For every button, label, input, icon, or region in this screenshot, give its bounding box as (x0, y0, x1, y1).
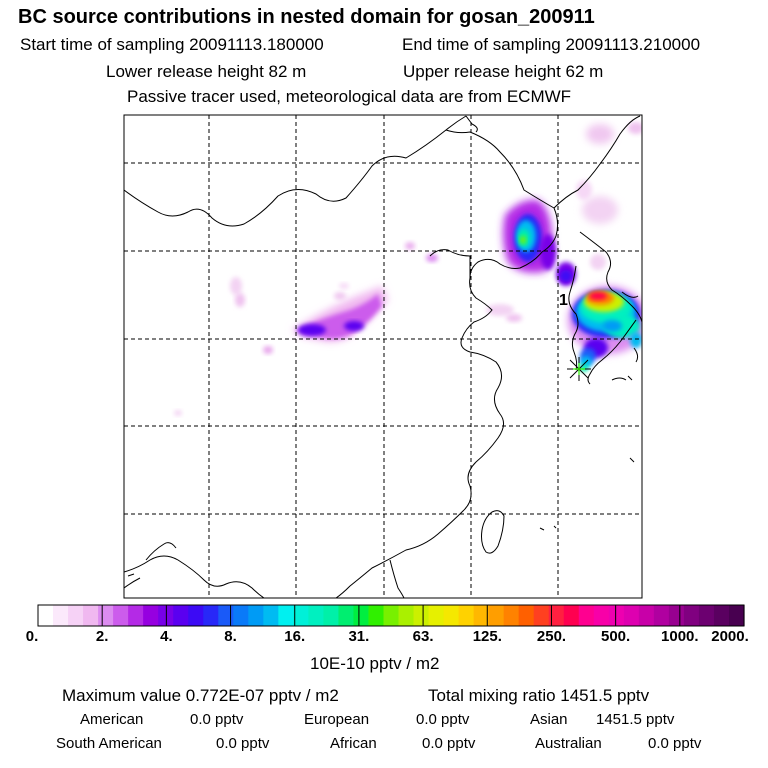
australian-label: Australian (535, 735, 602, 752)
colorbar-cell (143, 605, 159, 626)
colorbar-cell (683, 605, 700, 626)
colorbar-tick-label: 125. (472, 628, 502, 645)
colorbar-cell (323, 605, 340, 626)
colorbar-tick-label: 500. (600, 628, 631, 645)
lower-release-height: Lower release height 82 m (106, 62, 307, 81)
maximum-value: Maximum value 0.772E-07 pptv / m2 (62, 686, 339, 705)
colorbar-cell (173, 605, 189, 626)
end-time: End time of sampling 20091113.210000 (402, 35, 701, 54)
colorbar-cell (263, 605, 279, 626)
colorbar-cell (398, 605, 415, 626)
colorbar-cell (203, 605, 219, 626)
european-label: European (304, 711, 370, 728)
colorbar-cell (338, 605, 355, 626)
colorbar-cell (353, 605, 370, 626)
colorbar-tick-label: 8. (224, 628, 237, 645)
colorbar-cell (278, 605, 294, 626)
european-value: 0.0 pptv (416, 711, 470, 728)
colorbar-tick-label: 31. (348, 628, 370, 645)
colorbar-unit: 10E-10 pptv / m2 (310, 654, 440, 673)
colorbar-cell (593, 605, 610, 626)
colorbar-cell (293, 605, 309, 626)
colorbar-cell (68, 605, 84, 626)
colorbar-tick-label: 16. (284, 628, 306, 645)
colorbar-cell (578, 605, 595, 626)
colorbar-tick-label: 4. (160, 628, 173, 645)
colorbar-tick-label: 2000. (711, 628, 749, 645)
upper-release-height: Upper release height 62 m (403, 62, 604, 81)
south-american-value: 0.0 pptv (216, 735, 270, 752)
colorbar-cell (428, 605, 445, 626)
receptor-label: 1 (559, 292, 568, 309)
colorbar-cell (53, 605, 69, 626)
colorbar-cell (653, 605, 670, 626)
african-label: African (330, 735, 377, 752)
colorbar-cell (608, 605, 625, 626)
colorbar-cell (623, 605, 640, 626)
asian-label: Asian (530, 711, 568, 728)
american-label: American (80, 711, 144, 728)
plot-title: BC source contributions in nested domain… (18, 6, 595, 28)
colorbar-cell (383, 605, 400, 626)
colorbar-cell (563, 605, 580, 626)
south-american-label: South American (56, 735, 162, 752)
colorbar-cell (638, 605, 655, 626)
asian-value: 1451.5 pptv (596, 711, 675, 728)
colorbar-cell (248, 605, 264, 626)
colorbar-cell (698, 605, 715, 626)
colorbar-tick-label: 0. (25, 628, 39, 645)
american-value: 0.0 pptv (190, 711, 244, 728)
coastlines (124, 115, 642, 598)
colorbar-cell (413, 605, 430, 626)
colorbar-cell (548, 605, 565, 626)
colorbar-cell (518, 605, 535, 626)
concentration-field (174, 122, 642, 416)
colorbar-cell (473, 605, 490, 626)
colorbar-cell (128, 605, 144, 626)
colorbar-cell (458, 605, 475, 626)
colorbar-cell (113, 605, 129, 626)
colorbar-cell (368, 605, 385, 626)
african-value: 0.0 pptv (422, 735, 476, 752)
colorbar-tick-label: 63. (412, 628, 434, 645)
start-time: Start time of sampling 20091113.180000 (20, 35, 324, 54)
colorbar-cell (83, 605, 99, 626)
lat-lon-gridlines (124, 115, 642, 598)
colorbar-cell (443, 605, 460, 626)
colorbar-cell (218, 605, 234, 626)
colorbar-cell (713, 605, 730, 626)
colorbar-cell (98, 605, 114, 626)
colorbar-cell (488, 605, 505, 626)
colorbar-tick-label: 250. (536, 628, 567, 645)
colorbar-cell (728, 605, 745, 626)
colorbar-cell (308, 605, 324, 626)
colorbar-cell (503, 605, 520, 626)
colorbar-cell (668, 605, 685, 626)
colorbar-tick-label: 1000. (661, 628, 699, 645)
colorbar-cell (533, 605, 550, 626)
colorbar-cell (38, 605, 54, 626)
total-mixing-ratio: Total mixing ratio 1451.5 pptv (428, 686, 650, 705)
australian-value: 0.0 pptv (648, 735, 702, 752)
colorbar-tick-label: 2. (95, 628, 109, 645)
colorbar-cell (233, 605, 249, 626)
tracer-note: Passive tracer used, meteorological data… (127, 87, 572, 106)
colorbar-cell (188, 605, 204, 626)
